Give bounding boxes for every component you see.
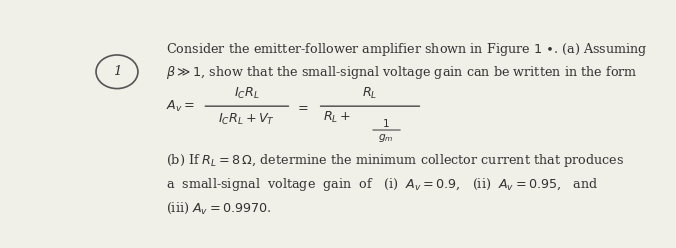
Text: $I_C R_L + V_T$: $I_C R_L + V_T$ — [218, 112, 275, 127]
Text: $R_L$: $R_L$ — [362, 86, 378, 101]
Text: $I_C R_L$: $I_C R_L$ — [234, 86, 260, 101]
Text: (iii) $A_v = 0.9970$.: (iii) $A_v = 0.9970$. — [166, 201, 272, 216]
Text: $\beta \gg 1$, show that the small-signal voltage gain can be written in the for: $\beta \gg 1$, show that the small-signa… — [166, 64, 637, 81]
Text: a  small-signal  voltage  gain  of   (i)  $A_v = 0.9$,   (ii)  $A_v = 0.95$,   a: a small-signal voltage gain of (i) $A_v … — [166, 176, 598, 193]
Text: $1$: $1$ — [382, 117, 389, 129]
Text: (b) If $R_L = 8\,\Omega$, determine the minimum collector current that produces: (b) If $R_L = 8\,\Omega$, determine the … — [166, 152, 624, 169]
Text: $=$: $=$ — [295, 100, 309, 113]
Text: 1: 1 — [113, 65, 121, 78]
Text: $A_v =$: $A_v =$ — [166, 99, 195, 114]
Text: $R_L +$: $R_L +$ — [323, 110, 351, 125]
Text: Consider the emitter-follower amplifier shown in Figure $\mathit{1}$ $\bullet$. : Consider the emitter-follower amplifier … — [166, 41, 648, 58]
Text: $g_m$: $g_m$ — [378, 132, 393, 144]
